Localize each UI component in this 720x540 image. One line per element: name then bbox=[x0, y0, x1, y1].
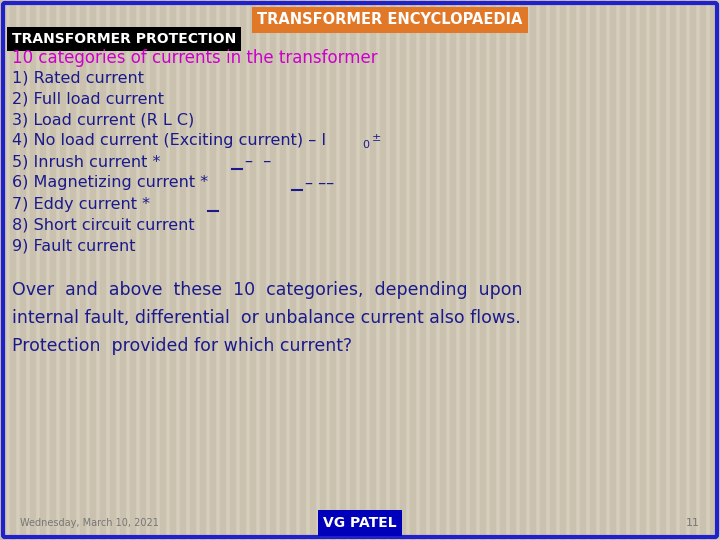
Bar bbox=[430, 0, 435, 540]
Bar bbox=[350, 0, 355, 540]
Bar bbox=[500, 0, 505, 540]
Bar bbox=[410, 0, 415, 540]
Bar bbox=[650, 0, 655, 540]
Bar bbox=[620, 0, 625, 540]
Text: 1) Rated current: 1) Rated current bbox=[12, 71, 144, 85]
Text: 0: 0 bbox=[362, 140, 369, 150]
Bar bbox=[130, 0, 135, 540]
Text: VG PATEL: VG PATEL bbox=[323, 516, 397, 530]
Bar bbox=[230, 0, 235, 540]
Bar bbox=[220, 0, 225, 540]
Bar bbox=[580, 0, 585, 540]
Text: 3) Load current (R L C): 3) Load current (R L C) bbox=[12, 112, 194, 127]
Bar bbox=[530, 0, 535, 540]
Bar bbox=[640, 0, 645, 540]
Text: 7) Eddy current *: 7) Eddy current * bbox=[12, 197, 150, 212]
Bar bbox=[150, 0, 155, 540]
Bar bbox=[670, 0, 675, 540]
Bar bbox=[590, 0, 595, 540]
Bar bbox=[420, 0, 425, 540]
Text: 8) Short circuit current: 8) Short circuit current bbox=[12, 218, 194, 233]
Bar bbox=[50, 0, 55, 540]
Bar bbox=[210, 0, 215, 540]
Bar bbox=[170, 0, 175, 540]
Bar bbox=[490, 0, 495, 540]
Bar bbox=[260, 0, 265, 540]
Text: Wednesday, March 10, 2021: Wednesday, March 10, 2021 bbox=[20, 518, 159, 528]
Text: 5) Inrush current *: 5) Inrush current * bbox=[12, 154, 161, 170]
Bar bbox=[300, 0, 305, 540]
Bar bbox=[30, 0, 35, 540]
Bar bbox=[450, 0, 455, 540]
Bar bbox=[290, 0, 295, 540]
Bar bbox=[190, 0, 195, 540]
Text: Over  and  above  these  10  categories,  depending  upon: Over and above these 10 categories, depe… bbox=[12, 281, 523, 299]
Bar bbox=[280, 0, 285, 540]
Bar bbox=[480, 0, 485, 540]
Text: 10 categories of currents in the transformer: 10 categories of currents in the transfo… bbox=[12, 49, 377, 67]
Bar bbox=[180, 0, 185, 540]
Text: 11: 11 bbox=[686, 518, 700, 528]
Bar bbox=[330, 0, 335, 540]
Bar bbox=[390, 0, 395, 540]
Text: TRANSFORMER ENCYCLOPAEDIA: TRANSFORMER ENCYCLOPAEDIA bbox=[257, 12, 523, 28]
Text: – ––: – –– bbox=[305, 176, 334, 191]
Bar bbox=[270, 0, 275, 540]
Bar bbox=[20, 0, 25, 540]
Bar bbox=[520, 0, 525, 540]
Text: TRANSFORMER PROTECTION: TRANSFORMER PROTECTION bbox=[12, 32, 236, 46]
Bar bbox=[610, 0, 615, 540]
Bar bbox=[380, 0, 385, 540]
Text: 4) No load current (Exciting current) – I: 4) No load current (Exciting current) – … bbox=[12, 133, 326, 148]
Bar bbox=[240, 0, 245, 540]
Bar bbox=[140, 0, 145, 540]
Bar bbox=[690, 0, 695, 540]
Bar bbox=[400, 0, 405, 540]
Bar bbox=[680, 0, 685, 540]
Text: 9) Fault current: 9) Fault current bbox=[12, 239, 135, 253]
Bar bbox=[340, 0, 345, 540]
Bar bbox=[40, 0, 45, 540]
Bar bbox=[470, 0, 475, 540]
Bar bbox=[540, 0, 545, 540]
Bar bbox=[250, 0, 255, 540]
Text: 2) Full load current: 2) Full load current bbox=[12, 91, 164, 106]
Bar bbox=[460, 0, 465, 540]
Bar bbox=[10, 0, 15, 540]
Bar bbox=[120, 0, 125, 540]
Bar bbox=[310, 0, 315, 540]
Text: 6) Magnetizing current *: 6) Magnetizing current * bbox=[12, 176, 208, 191]
Text: –  –: – – bbox=[245, 154, 271, 170]
Bar bbox=[370, 0, 375, 540]
Bar bbox=[80, 0, 85, 540]
Bar bbox=[100, 0, 105, 540]
Bar bbox=[320, 0, 325, 540]
Text: internal fault, differential  or unbalance current also flows.: internal fault, differential or unbalanc… bbox=[12, 309, 521, 327]
Bar bbox=[70, 0, 75, 540]
Bar bbox=[570, 0, 575, 540]
Bar bbox=[90, 0, 95, 540]
Bar bbox=[360, 0, 365, 540]
Bar bbox=[110, 0, 115, 540]
Bar bbox=[630, 0, 635, 540]
Bar bbox=[660, 0, 665, 540]
Bar bbox=[160, 0, 165, 540]
Bar bbox=[600, 0, 605, 540]
Text: Protection  provided for which current?: Protection provided for which current? bbox=[12, 337, 352, 355]
Text: ±: ± bbox=[372, 133, 382, 143]
Bar bbox=[700, 0, 705, 540]
Bar bbox=[560, 0, 565, 540]
Bar bbox=[710, 0, 715, 540]
Bar bbox=[0, 0, 5, 540]
Bar bbox=[200, 0, 205, 540]
Bar bbox=[60, 0, 65, 540]
Bar bbox=[440, 0, 445, 540]
Bar bbox=[510, 0, 515, 540]
Bar bbox=[550, 0, 555, 540]
